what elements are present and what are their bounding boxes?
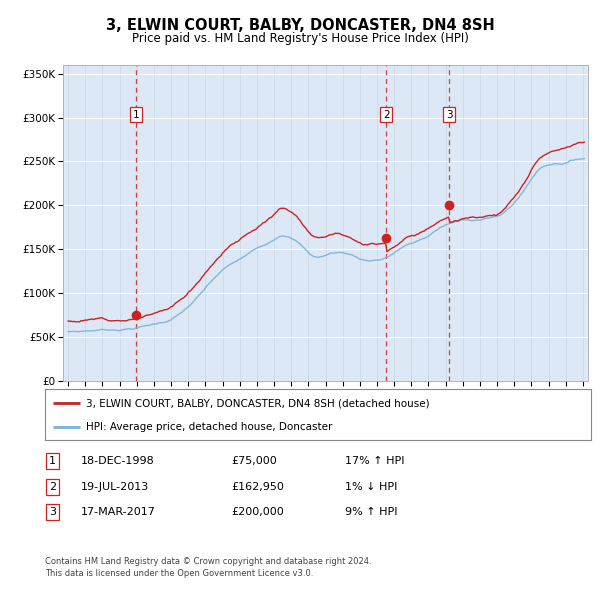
Text: 17-MAR-2017: 17-MAR-2017 <box>81 507 156 517</box>
Text: £162,950: £162,950 <box>231 482 284 491</box>
Text: 18-DEC-1998: 18-DEC-1998 <box>81 457 155 466</box>
Text: £75,000: £75,000 <box>231 457 277 466</box>
Text: 2: 2 <box>49 482 56 491</box>
Text: 3: 3 <box>446 110 452 120</box>
Text: 2: 2 <box>383 110 389 120</box>
Text: 3, ELWIN COURT, BALBY, DONCASTER, DN4 8SH: 3, ELWIN COURT, BALBY, DONCASTER, DN4 8S… <box>106 18 494 33</box>
Text: HPI: Average price, detached house, Doncaster: HPI: Average price, detached house, Donc… <box>86 421 332 431</box>
Text: 19-JUL-2013: 19-JUL-2013 <box>81 482 149 491</box>
Text: 1% ↓ HPI: 1% ↓ HPI <box>345 482 397 491</box>
Text: £200,000: £200,000 <box>231 507 284 517</box>
Text: 1: 1 <box>49 457 56 466</box>
Text: 3, ELWIN COURT, BALBY, DONCASTER, DN4 8SH (detached house): 3, ELWIN COURT, BALBY, DONCASTER, DN4 8S… <box>86 398 430 408</box>
Text: 17% ↑ HPI: 17% ↑ HPI <box>345 457 404 466</box>
Text: This data is licensed under the Open Government Licence v3.0.: This data is licensed under the Open Gov… <box>45 569 313 578</box>
Text: 9% ↑ HPI: 9% ↑ HPI <box>345 507 398 517</box>
Text: Price paid vs. HM Land Registry's House Price Index (HPI): Price paid vs. HM Land Registry's House … <box>131 32 469 45</box>
Text: Contains HM Land Registry data © Crown copyright and database right 2024.: Contains HM Land Registry data © Crown c… <box>45 557 371 566</box>
Text: 1: 1 <box>133 110 139 120</box>
Text: 3: 3 <box>49 507 56 517</box>
